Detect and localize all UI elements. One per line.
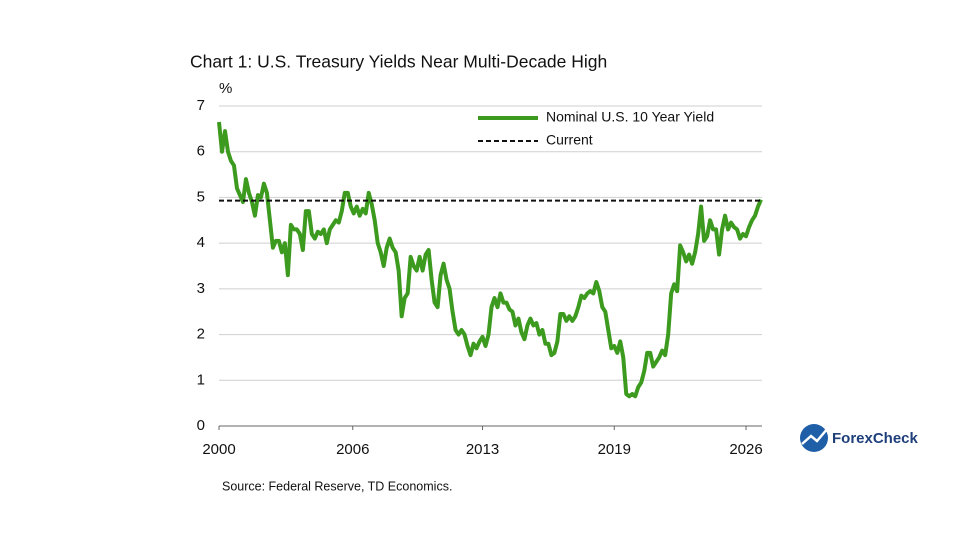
x-tick-label: 2019 — [598, 441, 631, 458]
y-axis-label: % — [219, 80, 232, 97]
source-note: Source: Federal Reserve, TD Economics. — [222, 479, 452, 493]
x-tick-label: 2026 — [729, 441, 762, 458]
y-tick-label: 5 — [197, 188, 205, 205]
logo: ForexCheck — [800, 424, 919, 452]
x-tick-label: 2006 — [336, 441, 369, 458]
x-tick-label: 2013 — [466, 441, 499, 458]
logo-arrow — [801, 427, 829, 445]
legend-label: Nominal U.S. 10 Year Yield — [546, 109, 714, 125]
legend-label: Current — [546, 132, 593, 148]
chart-title: Chart 1: U.S. Treasury Yields Near Multi… — [190, 52, 607, 72]
y-tick-label: 4 — [197, 234, 205, 251]
y-tick-label: 7 — [197, 97, 205, 114]
y-tick-label: 0 — [197, 417, 205, 434]
x-tick-label: 2000 — [202, 441, 235, 458]
logo-text: ForexCheck — [832, 430, 919, 447]
y-tick-label: 6 — [197, 143, 205, 160]
y-tick-label: 1 — [197, 371, 205, 388]
y-tick-label: 2 — [197, 326, 205, 343]
y-tick-label: 3 — [197, 280, 205, 297]
data-line — [217, 121, 763, 399]
